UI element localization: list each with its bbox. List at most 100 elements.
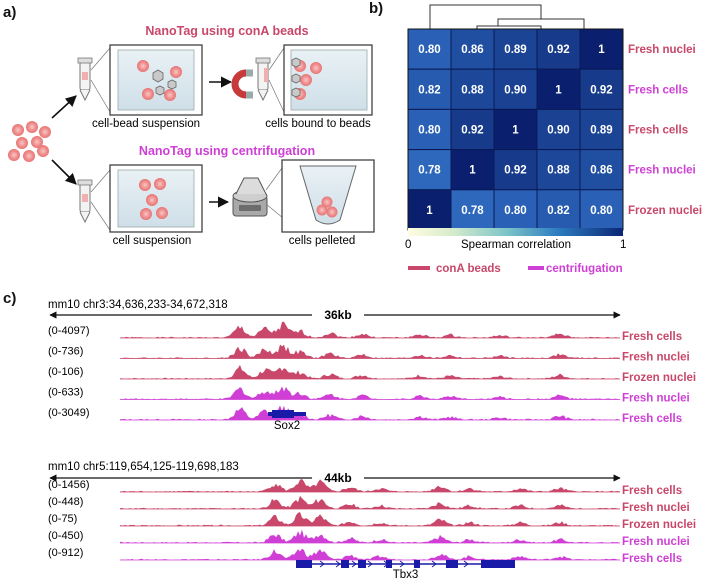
title-centrifugation: NanoTag using centrifugation xyxy=(139,144,315,158)
heatmap-cell-value: 0.80 xyxy=(418,44,440,56)
track-label: Fresh nuclei xyxy=(622,536,690,548)
heatmap-cell xyxy=(493,68,538,110)
track-label: Fresh cells xyxy=(622,331,682,343)
signal-track xyxy=(120,364,620,379)
title-cona: NanoTag using conA beads xyxy=(145,24,308,38)
strand-arrow xyxy=(431,560,437,568)
gene-label: Sox2 xyxy=(274,420,300,432)
heatmap-cell-value: 0.80 xyxy=(590,205,612,217)
heatmap-cell xyxy=(407,68,452,110)
heatmap-cell xyxy=(450,108,495,151)
label-cell-suspension: cell suspension xyxy=(113,235,192,247)
track-range: (0-736) xyxy=(48,346,83,358)
legend-swatch-centri xyxy=(528,266,544,270)
track-label: Frozen nuclei xyxy=(622,372,696,384)
magnet-icon xyxy=(231,69,253,99)
heatmap-cell-value: 0.92 xyxy=(547,44,569,56)
signal-track xyxy=(120,529,620,543)
heatmap-cell-value: 0.92 xyxy=(504,165,526,177)
track-label: Fresh nuclei xyxy=(622,393,690,405)
strand-arrow xyxy=(463,560,469,568)
heatmap-cell-value: 0.78 xyxy=(461,205,484,217)
heatmap-cell xyxy=(450,189,495,231)
legend: conA beads centrifugation xyxy=(408,263,623,275)
heatmap-cell-value: 0.88 xyxy=(461,84,484,96)
span-label-bg xyxy=(312,306,364,322)
gene-exon xyxy=(414,560,420,568)
heatmap-cell-value: 0.82 xyxy=(547,205,569,217)
track-range: (0-1456) xyxy=(48,479,90,491)
gene-exon xyxy=(481,560,515,568)
locus-coordinate: mm10 chr5:119,654,125-119,698,183 xyxy=(48,461,239,473)
strand-arrow xyxy=(351,560,357,568)
signal-track xyxy=(120,386,620,400)
heatmap-cell xyxy=(493,189,538,231)
colorbar-max: 1 xyxy=(620,239,626,251)
heatmap-cell-value: 0.92 xyxy=(461,125,483,137)
heatmap-cell-value: 1 xyxy=(555,84,562,96)
heatmap-cell-value: 1 xyxy=(426,205,433,217)
track-label: Fresh cells xyxy=(622,485,682,497)
track-label: Fresh cells xyxy=(622,413,682,425)
arrow-to-centri xyxy=(51,159,77,185)
heatmap-cell-value: 0.86 xyxy=(590,165,612,177)
strand-arrow xyxy=(399,560,405,568)
heatmap-row-label: Fresh cells xyxy=(628,125,688,137)
heatmap-row-label: Fresh cells xyxy=(628,84,688,96)
colorbar xyxy=(408,228,623,236)
colorbar-min: 0 xyxy=(405,239,411,251)
locus-coordinate: mm10 chr3:34,636,233-34,672,318 xyxy=(48,299,228,311)
box-cells-bound-to-beads xyxy=(283,44,373,116)
strand-arrow xyxy=(367,560,373,568)
legend-label-cona: conA beads xyxy=(436,263,501,275)
track-range: (0-75) xyxy=(48,513,77,525)
label-cells-bound-to-beads: cells bound to beads xyxy=(265,118,371,130)
heatmap-cell-value: 1 xyxy=(512,125,519,137)
gene-exon xyxy=(341,560,349,568)
heatmap-cell xyxy=(407,149,452,191)
signal-track xyxy=(120,405,620,420)
heatmap-cell-value: 0.90 xyxy=(504,84,526,96)
gene-exon xyxy=(386,560,392,568)
track-range: (0-448) xyxy=(48,496,83,508)
strand-arrow xyxy=(335,560,341,568)
signal-track xyxy=(120,512,620,526)
strand-arrow xyxy=(383,560,389,568)
heatmap-cell-value: 0.92 xyxy=(590,84,612,96)
track-range: (0-912) xyxy=(48,547,83,559)
label-cells-pelleted: cells pelleted xyxy=(289,235,355,247)
track-label: Frozen nuclei xyxy=(622,519,696,531)
box-cell-bead-suspension xyxy=(109,44,203,116)
track-label: Fresh cells xyxy=(622,553,682,565)
signal-track xyxy=(120,495,620,509)
heatmap-cell xyxy=(579,28,624,70)
span-label-bg xyxy=(312,469,364,485)
heatmap-cell-value: 0.86 xyxy=(461,44,483,56)
track-label: Fresh nuclei xyxy=(622,502,690,514)
strand-arrow xyxy=(415,560,421,568)
heatmap-cell xyxy=(579,189,624,231)
gene-exon xyxy=(358,560,366,568)
span-label: 44kb xyxy=(324,471,351,485)
gene-utr xyxy=(268,412,306,416)
heatmap-row-label: Fresh nuclei xyxy=(628,44,696,56)
heatmap-cell-value: 1 xyxy=(598,44,605,56)
tube-icon-top-right xyxy=(255,57,271,102)
heatmap-cell xyxy=(536,149,581,191)
signal-track xyxy=(120,548,620,560)
centrifuge-icon xyxy=(232,177,268,217)
box-cells-pelleted xyxy=(281,159,375,233)
heatmap-cell xyxy=(579,108,624,151)
span-label: 36kb xyxy=(324,308,351,322)
heatmap-cell-value: 0.80 xyxy=(504,205,526,217)
heatmap-cell-value: 0.88 xyxy=(547,165,570,177)
heatmap-cell xyxy=(536,28,581,70)
heatmap-cell-value: 0.78 xyxy=(418,165,441,177)
signal-track xyxy=(120,321,620,338)
track-label: Fresh nuclei xyxy=(622,352,690,364)
heatmap-cell-value: 0.90 xyxy=(547,125,569,137)
cell-cluster xyxy=(8,121,51,162)
